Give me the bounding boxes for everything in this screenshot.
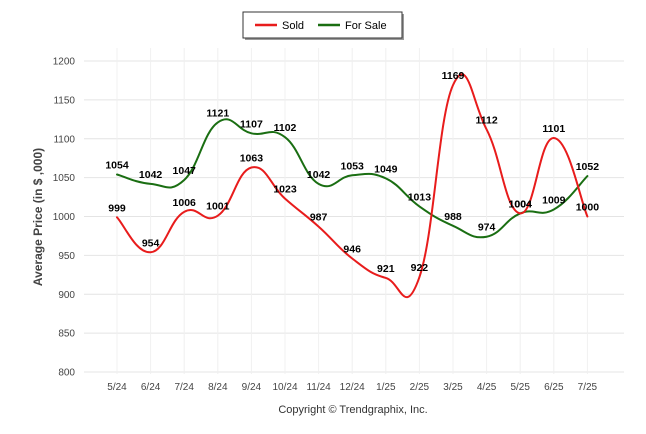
data-label-for-sale: 1009 — [542, 195, 566, 207]
data-label-sold: 1063 — [240, 153, 264, 165]
x-tick-label: 6/24 — [141, 382, 161, 393]
x-tick-label: 7/25 — [578, 382, 598, 393]
y-tick-label: 950 — [58, 251, 75, 262]
data-label-for-sale: 1102 — [274, 122, 297, 134]
data-label-sold: 1006 — [173, 197, 197, 209]
data-label-for-sale: 1004 — [509, 198, 533, 210]
data-label-sold: 1004 — [509, 198, 533, 210]
data-label-sold: 1169 — [442, 70, 465, 82]
y-axis-title: Average Price (in $ ,000) — [31, 148, 45, 286]
data-label-sold: 999 — [108, 202, 126, 214]
data-label-for-sale: 1042 — [307, 169, 331, 181]
data-label-for-sale: 1054 — [105, 160, 129, 172]
data-label-for-sale: 1049 — [374, 163, 398, 175]
x-axis: 5/24 6/24 7/24 8/24 9/24 10/24 11/24 12/24 1/25 2… — [107, 382, 597, 393]
series-line-for-sale — [116, 118, 589, 239]
x-tick-label: 1/25 — [376, 382, 396, 393]
y-tick-label: 800 — [58, 368, 75, 379]
data-label-for-sale: 988 — [444, 211, 462, 223]
x-tick-label: 8/24 — [208, 382, 228, 393]
data-label-for-sale: 1121 — [206, 107, 229, 119]
x-tick-label: 7/24 — [174, 382, 194, 393]
data-label-sold: 954 — [142, 237, 160, 249]
series-layer — [116, 73, 589, 298]
y-tick-label: 900 — [58, 290, 75, 301]
legend-label-for-sale: For Sale — [345, 20, 387, 32]
data-label-sold: 987 — [310, 212, 328, 224]
data-label-sold: 946 — [343, 243, 361, 255]
data-label-sold: 922 — [411, 262, 429, 274]
data-label-for-sale: 1042 — [139, 169, 163, 181]
legend-label-sold: Sold — [282, 20, 304, 32]
data-label-for-sale: 1053 — [341, 160, 365, 172]
y-tick-label: 1150 — [53, 95, 75, 106]
x-tick-label: 4/25 — [477, 382, 497, 393]
y-tick-label: 850 — [58, 329, 75, 340]
x-tick-label: 10/24 — [272, 382, 297, 393]
x-tick-label: 5/24 — [107, 382, 127, 393]
y-tick-label: 1000 — [53, 212, 76, 223]
x-tick-label: 3/25 — [443, 382, 463, 393]
series-line-sold — [116, 73, 589, 298]
data-label-for-sale: 1052 — [576, 161, 600, 173]
x-tick-label: 6/25 — [544, 382, 564, 393]
y-tick-label: 1050 — [53, 173, 76, 184]
data-label-for-sale: 1107 — [240, 118, 263, 130]
data-label-sold: 1001 — [206, 201, 230, 213]
legend: Sold For Sale — [242, 11, 404, 40]
x-tick-label: 9/24 — [242, 382, 262, 393]
data-labels: 999 954 1006 1001 1063 1023 987 946 921 922 1169 11… — [105, 70, 599, 275]
data-label-sold: 921 — [377, 263, 395, 275]
data-label-for-sale: 1047 — [173, 165, 197, 177]
copyright-credit: Copyright © Trendgraphix, Inc. — [278, 404, 427, 416]
data-label-for-sale: 1013 — [408, 191, 432, 203]
y-tick-label: 1100 — [53, 134, 75, 145]
x-tick-label: 2/25 — [410, 382, 430, 393]
data-label-sold: 1112 — [475, 114, 497, 126]
x-tick-label: 5/25 — [510, 382, 530, 393]
y-axis: 800 850 900 950 1000 1050 1100 1150 1200 — [53, 57, 76, 379]
grid — [84, 48, 624, 374]
y-tick-label: 1200 — [53, 57, 76, 68]
data-label-sold: 1023 — [273, 184, 297, 196]
data-label-sold: 1000 — [576, 202, 600, 214]
x-tick-label: 12/24 — [340, 382, 365, 393]
x-tick-label: 11/24 — [306, 382, 331, 393]
data-label-sold: 1101 — [542, 123, 565, 135]
data-label-for-sale: 974 — [478, 222, 496, 234]
